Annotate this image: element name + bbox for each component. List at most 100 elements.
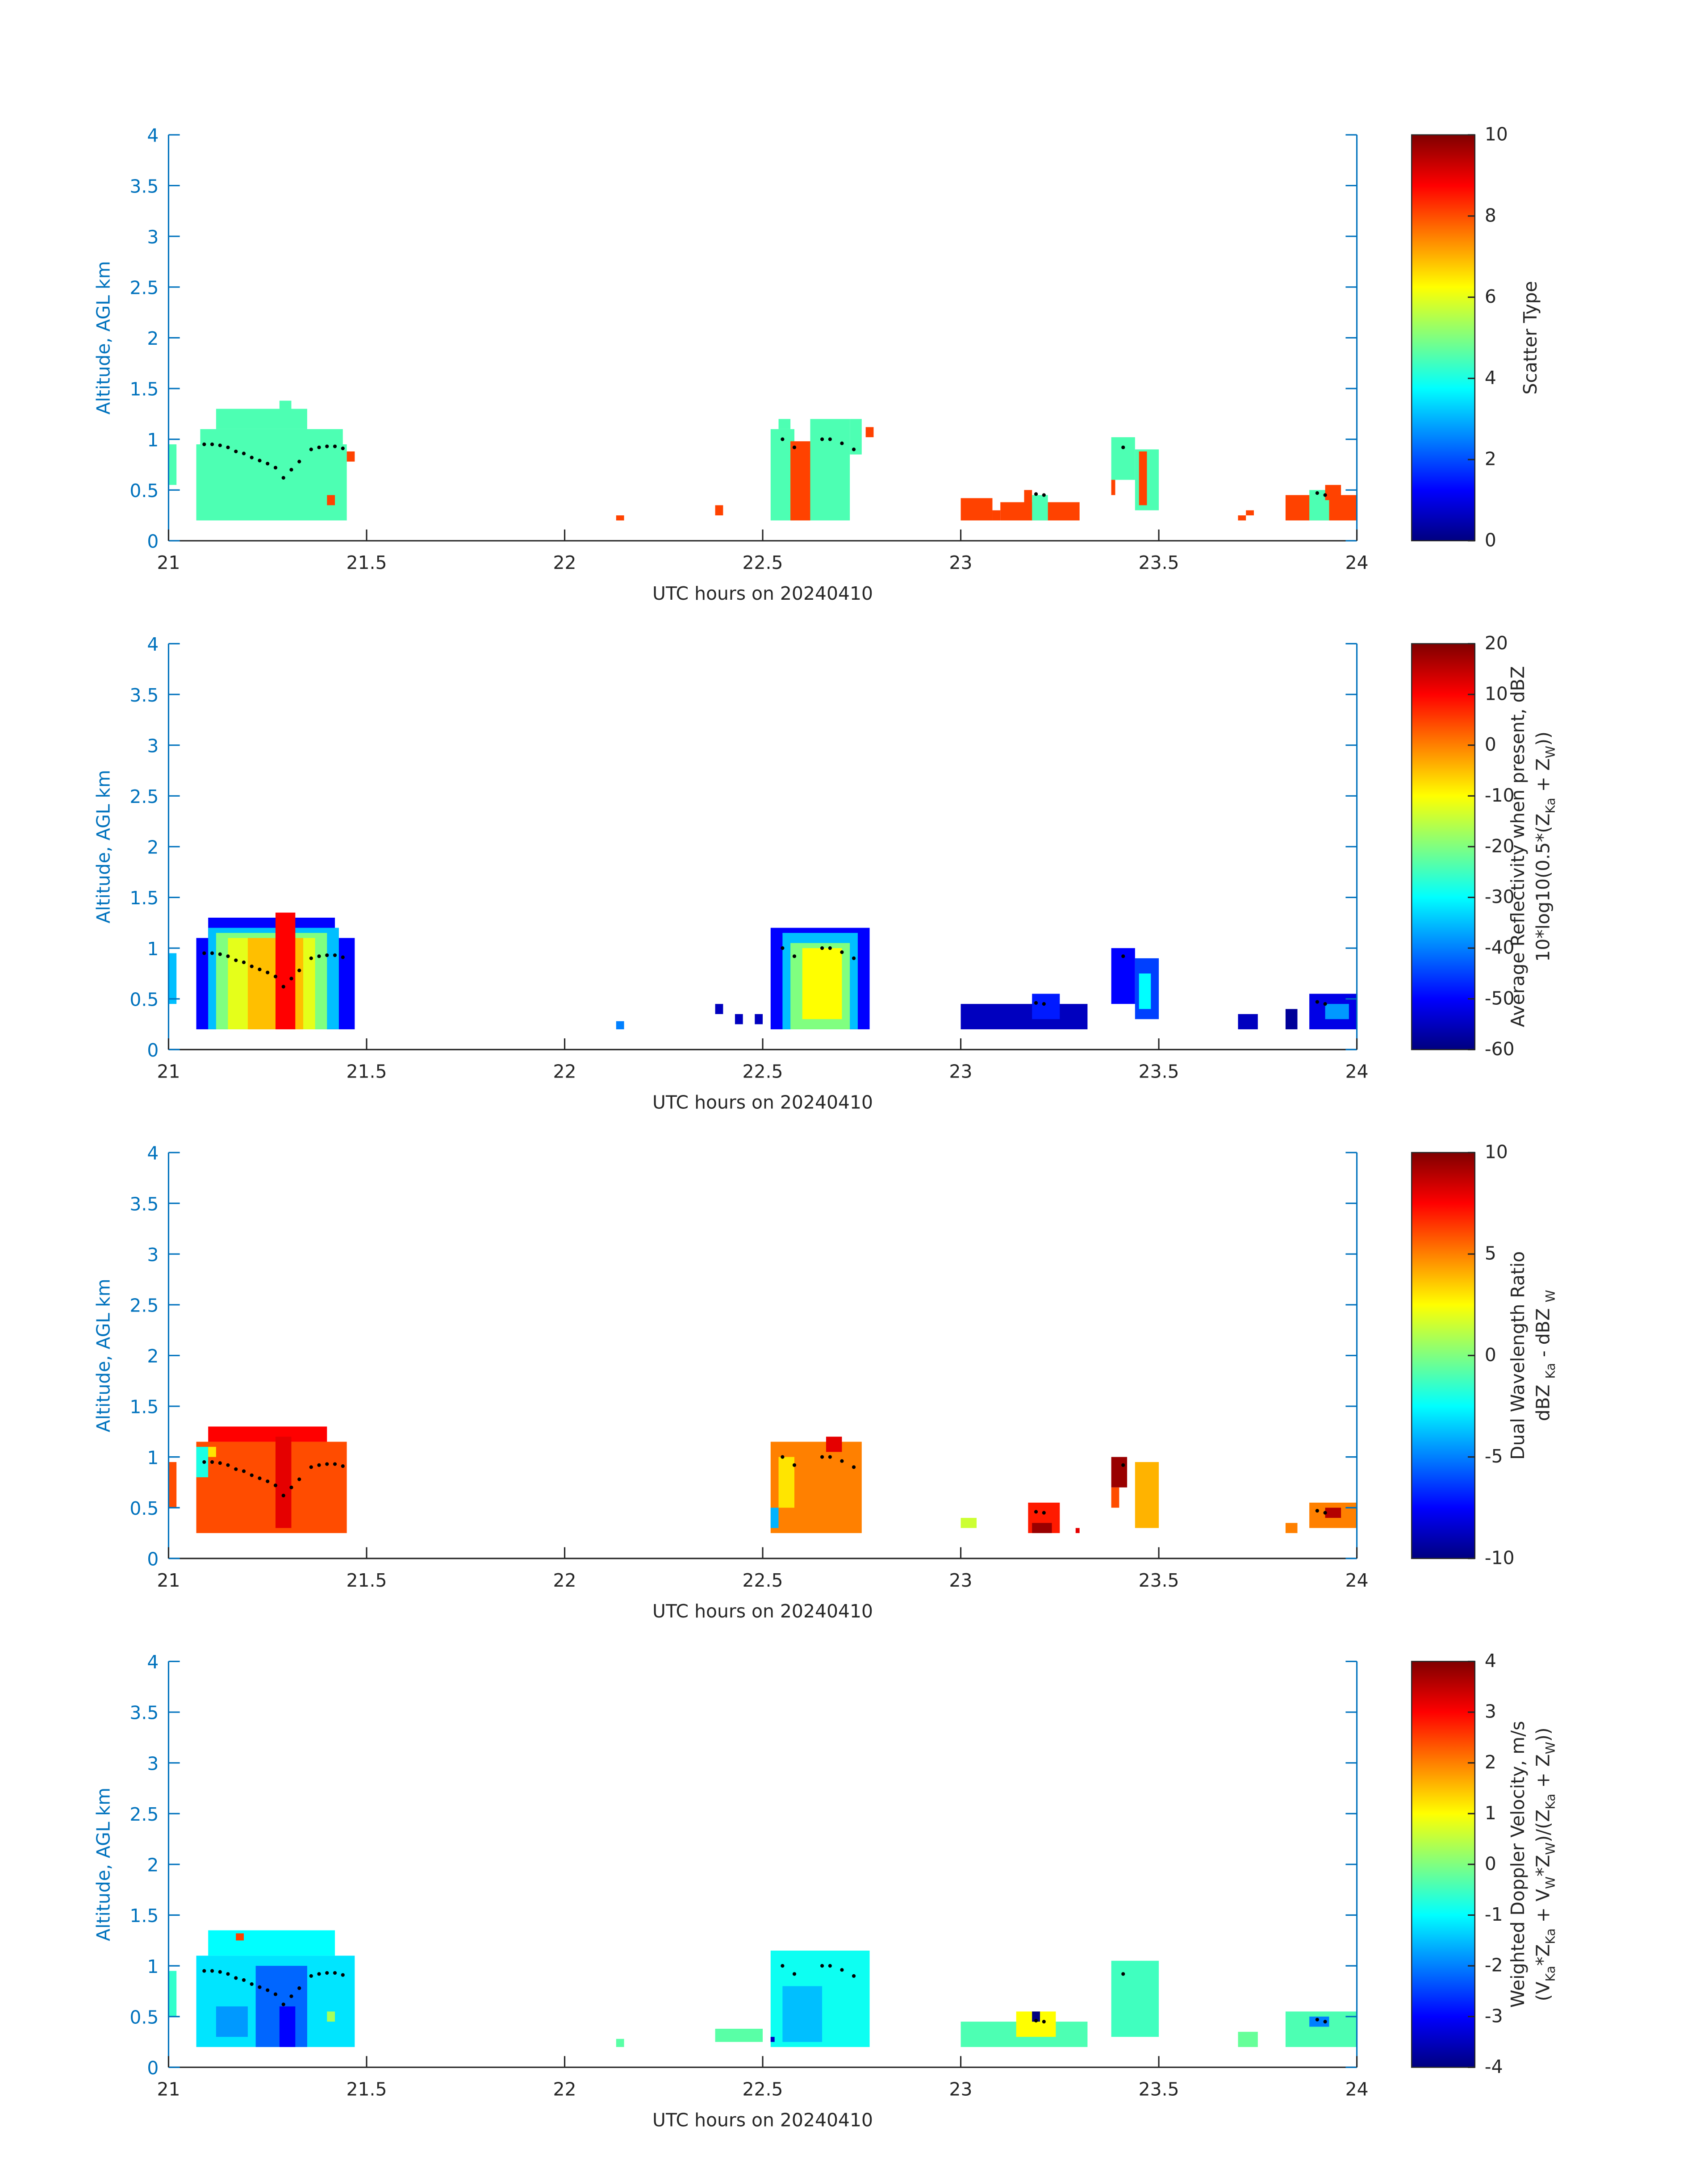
point	[266, 970, 270, 974]
x-tick-label: 21.5	[346, 2078, 387, 2100]
subscript: Ka	[1543, 1966, 1558, 1981]
heatmap-cell	[790, 441, 810, 521]
subscript: W	[1543, 1290, 1558, 1302]
x-tick-label: 24	[1345, 1061, 1369, 1082]
heatmap-cell	[770, 1508, 779, 1528]
point	[258, 967, 262, 971]
heatmap-cell	[770, 2037, 775, 2042]
y-tick-label: 4	[147, 1651, 159, 1673]
point	[792, 954, 797, 958]
point	[250, 455, 254, 460]
heatmap-cell	[1032, 495, 1048, 521]
x-tick-label: 22	[553, 2078, 576, 2100]
point	[1121, 954, 1125, 958]
y-tick-label: 2.5	[129, 786, 159, 807]
heatmap-cell	[347, 451, 355, 462]
colorbar-tick-label: -5	[1485, 1446, 1503, 1467]
point	[840, 441, 844, 445]
colorbar-tick-label: -10	[1485, 785, 1515, 806]
x-tick-label: 24	[1345, 2078, 1369, 2100]
heatmap-cell	[168, 444, 177, 485]
heatmap-cell	[1111, 1487, 1119, 1508]
point	[281, 985, 285, 989]
colorbar-tick-label: -50	[1485, 987, 1515, 1009]
label-text: + V	[1533, 1889, 1554, 1928]
y-tick-label: 0	[147, 531, 159, 552]
point	[792, 445, 797, 449]
point	[1042, 1511, 1046, 1515]
y-tick-label: 1	[147, 1956, 159, 1977]
y-tick-label: 3	[147, 226, 159, 248]
colorbar-tick-label: 0	[1485, 529, 1496, 551]
point	[325, 444, 329, 448]
point	[781, 946, 785, 950]
point	[1034, 1001, 1038, 1005]
label-text: dBZ	[1533, 1379, 1554, 1421]
colorbar	[1411, 1661, 1476, 2068]
colorbar-label: Weighted Doppler Velocity, m/s	[1507, 1721, 1528, 2008]
heatmap-cell	[865, 427, 874, 438]
x-tick-label: 22	[553, 1570, 576, 1591]
label-text: *Z	[1533, 1944, 1554, 1966]
x-axis-label: UTC hours on 20240410	[652, 1600, 873, 1622]
x-tick-label: 23	[949, 2078, 973, 2100]
x-axis-label: UTC hours on 20240410	[652, 1091, 873, 1113]
point	[325, 1462, 329, 1466]
heatmap-cell	[168, 1462, 177, 1508]
point	[202, 951, 206, 955]
subscript: Ka	[1543, 798, 1558, 813]
subscript: Ka	[1543, 1363, 1558, 1379]
y-tick-label: 0.5	[129, 1498, 159, 1519]
point	[234, 449, 238, 454]
heatmap-cell	[1285, 1009, 1298, 1029]
y-tick-label: 1	[147, 938, 159, 960]
x-tick-label: 22	[553, 1061, 576, 1082]
x-tick-label: 21	[157, 552, 180, 573]
x-tick-label: 21	[157, 2078, 180, 2100]
point	[266, 1479, 270, 1483]
point	[820, 946, 824, 950]
y-tick-label: 1.5	[129, 1905, 159, 1926]
point	[852, 447, 856, 451]
colorbar-tick-label: -60	[1485, 1038, 1515, 1060]
point	[341, 1973, 345, 1977]
colorbar-tick-label: 10	[1485, 1141, 1508, 1163]
label-text: Dual Wavelength Ratio	[1507, 1251, 1528, 1460]
point	[234, 1467, 238, 1471]
point	[1315, 2018, 1319, 2022]
point	[250, 964, 254, 969]
point	[297, 969, 301, 973]
colorbar-tick-label: 0	[1485, 1853, 1496, 1874]
heatmap-cell	[1285, 1523, 1298, 1534]
point	[840, 950, 844, 954]
colorbar-tick-label: 20	[1485, 632, 1508, 654]
y-tick-label: 0	[147, 1040, 159, 1061]
heatmap-cell	[1309, 2016, 1329, 2027]
colorbar-tick-label: 2	[1485, 448, 1496, 470]
colorbar-tick-label: -40	[1485, 937, 1515, 958]
point	[1121, 1463, 1125, 1467]
heatmap-cell	[196, 1442, 347, 1534]
heatmap-cell	[1139, 451, 1147, 506]
x-tick-label: 23	[949, 1570, 973, 1591]
heatmap-cell	[960, 498, 993, 521]
point	[840, 1968, 844, 1972]
heatmap-cell	[327, 2011, 335, 2022]
x-tick-label: 21.5	[346, 1061, 387, 1082]
point	[792, 1463, 797, 1467]
y-tick-label: 2	[147, 328, 159, 349]
label-text: ))	[1533, 1727, 1554, 1742]
point	[852, 1974, 856, 1978]
colorbar-tick-label: 8	[1485, 205, 1496, 226]
label-text: + Z	[1533, 1754, 1554, 1793]
x-tick-label: 23	[949, 552, 973, 573]
y-tick-label: 3	[147, 1244, 159, 1266]
heatmap-cell	[1135, 1462, 1159, 1528]
heatmap-cell	[1238, 515, 1246, 521]
point	[333, 953, 337, 957]
heatmap-cell	[715, 1004, 723, 1014]
point	[202, 1969, 206, 1973]
colorbar	[1411, 1152, 1476, 1559]
heatmap-cell	[1325, 485, 1341, 500]
point	[258, 1985, 262, 1989]
